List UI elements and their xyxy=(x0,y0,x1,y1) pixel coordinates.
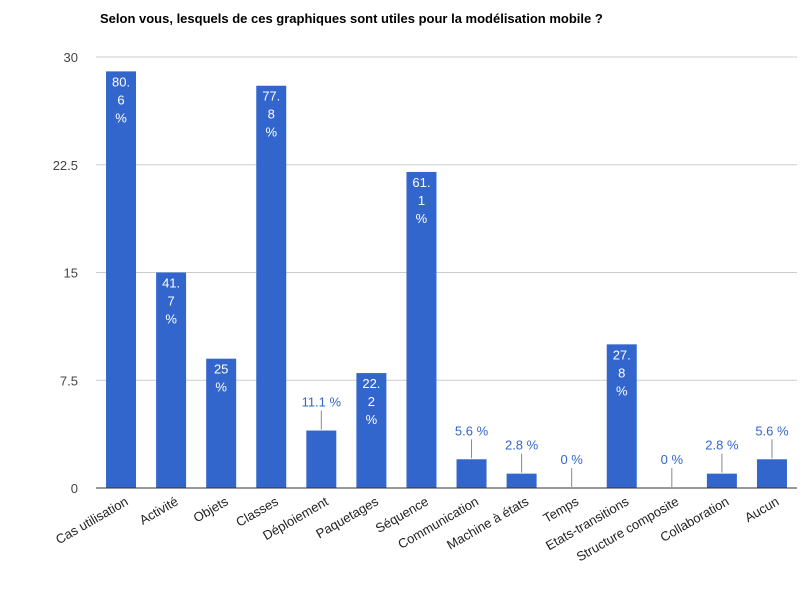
bar xyxy=(256,85,287,488)
data-label: 0 % xyxy=(661,452,684,467)
data-label: 22. xyxy=(362,376,380,391)
bar xyxy=(606,344,637,488)
bar xyxy=(706,473,737,488)
y-tick-label: 15 xyxy=(64,266,78,281)
bar xyxy=(756,459,787,488)
data-label: 6 xyxy=(117,92,124,107)
data-label: 0 % xyxy=(560,452,583,467)
data-label: % xyxy=(165,312,177,327)
y-tick-label: 30 xyxy=(64,50,78,65)
data-label: 8 xyxy=(268,107,275,122)
gridlines xyxy=(96,56,797,381)
x-axis-ticks: Cas utilisation Activité Objets ClassesDépl… xyxy=(53,493,782,564)
data-label: 5.6 % xyxy=(755,423,789,438)
data-label: 2 xyxy=(368,394,375,409)
data-label: 61. xyxy=(412,175,430,190)
data-label: 2.8 % xyxy=(705,438,739,453)
x-tick-label: Activité xyxy=(137,494,181,528)
x-tick-label: Cas utilisation xyxy=(53,494,131,547)
data-label: % xyxy=(215,380,227,395)
data-label: 41. xyxy=(162,276,180,291)
data-label: 5.6 % xyxy=(455,423,489,438)
bar xyxy=(406,171,437,488)
data-label: 27. xyxy=(613,347,631,362)
bars xyxy=(106,71,787,488)
data-labels: 80. 6% 41. 7% 25% 77. 8% 11.1 % 22. 2% 61. 1% 5.6 % 2… xyxy=(112,74,789,487)
data-label: 25 xyxy=(214,362,228,377)
bar xyxy=(506,473,537,488)
data-label: 80. xyxy=(112,74,130,89)
x-tick-label: Aucun xyxy=(742,494,781,525)
data-label: 2.8 % xyxy=(505,438,539,453)
data-label: % xyxy=(115,110,127,125)
data-label: 77. xyxy=(262,89,280,104)
data-label: % xyxy=(616,383,628,398)
data-label: 11.1 % xyxy=(302,395,342,410)
data-label: % xyxy=(265,125,277,140)
bar xyxy=(156,272,187,488)
y-tick-label: 7.5 xyxy=(60,373,78,388)
data-label: 8 xyxy=(618,365,625,380)
data-label: % xyxy=(366,412,378,427)
data-label: 7 xyxy=(167,294,174,309)
bar xyxy=(456,459,487,488)
bar xyxy=(106,71,137,488)
y-tick-label: 22.5 xyxy=(53,158,78,173)
y-axis-ticks: 0 7.5 15 22.5 30 xyxy=(53,50,78,496)
bar xyxy=(356,373,387,488)
x-tick-label: Objets xyxy=(191,493,231,525)
data-label: 1 xyxy=(418,193,425,208)
data-label: % xyxy=(416,211,428,226)
chart-title: Selon vous, lesquels de ces graphiques s… xyxy=(100,11,603,26)
bar xyxy=(306,430,337,488)
bar xyxy=(206,358,237,488)
y-tick-label: 0 xyxy=(71,481,78,496)
